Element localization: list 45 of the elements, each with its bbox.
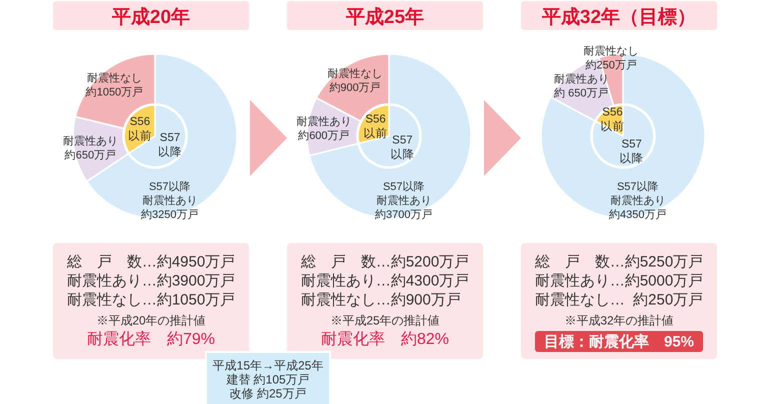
slice-label: S57以降 [158,132,182,158]
slice-label: S56以前 [128,116,152,142]
slice-label: 耐震性なし [584,45,639,58]
text: 目標：耐震化率 95% [544,332,694,350]
data-label: 約600万戸 [298,130,350,142]
slice-label: 耐震性あり [296,116,352,128]
slice-label: 耐震性なし [328,68,383,80]
text: 耐震性あり…約5000万戸 [534,272,704,290]
data-label: 約4350万戸 [609,208,666,221]
text: 総 戸 数…約5200万戸 [300,253,470,270]
slice-label: S56以前 [364,113,388,140]
data-label: 約250万戸 [585,59,637,72]
chart-title: 平成32年（目標） [540,6,696,28]
text: 建替 約105万戸 [225,372,310,386]
text: 平成15年→平成25年 [212,358,324,372]
text: 耐震性あり…約4300万戸 [300,272,470,290]
slice-label: S57以降 [620,138,644,166]
data-label: 約650万戸 [64,149,116,162]
slice-label: 耐震性あり [554,73,609,86]
text: 耐震性なし… 約250万戸 [534,291,704,308]
data-label: 約900万戸 [329,82,381,94]
chart-title: 平成20年 [110,6,190,28]
data-label: 約1050万戸 [86,86,144,98]
chart-title: 平成25年 [344,6,424,28]
text: 総 戸 数…約4950万戸 [66,253,236,270]
donut-slice [308,53,472,219]
text: ※平成25年の推計値 [330,313,440,328]
text: ※平成20年の推計値 [96,313,206,328]
slice-label: S57以降耐震性あり [376,180,432,207]
slice-label: S57以降 [390,134,414,161]
slice-label: 耐震性あり [62,135,118,148]
text: 耐震性なし…約1050万戸 [66,291,236,308]
text: 耐震性なし…約900万戸 [300,291,461,308]
data-label: 約3700万戸 [375,208,432,221]
text: 耐震性あり…約3900万戸 [66,272,236,290]
data-label: 約3250万戸 [141,208,198,221]
text: 総 戸 数…約5250万戸 [534,253,704,270]
text: 耐震化率 約79% [86,330,216,348]
slice-label: S57以降耐震性あり [610,180,666,207]
slice-label: S57以降耐震性あり [142,180,198,207]
text: 改修 約25万戸 [230,386,306,400]
slice-label: 耐震性なし [86,72,142,84]
data-label: 約 650万戸 [554,87,609,100]
text: ※平成32年の推計値 [564,313,674,328]
text: 耐震化率 約82% [320,330,450,348]
